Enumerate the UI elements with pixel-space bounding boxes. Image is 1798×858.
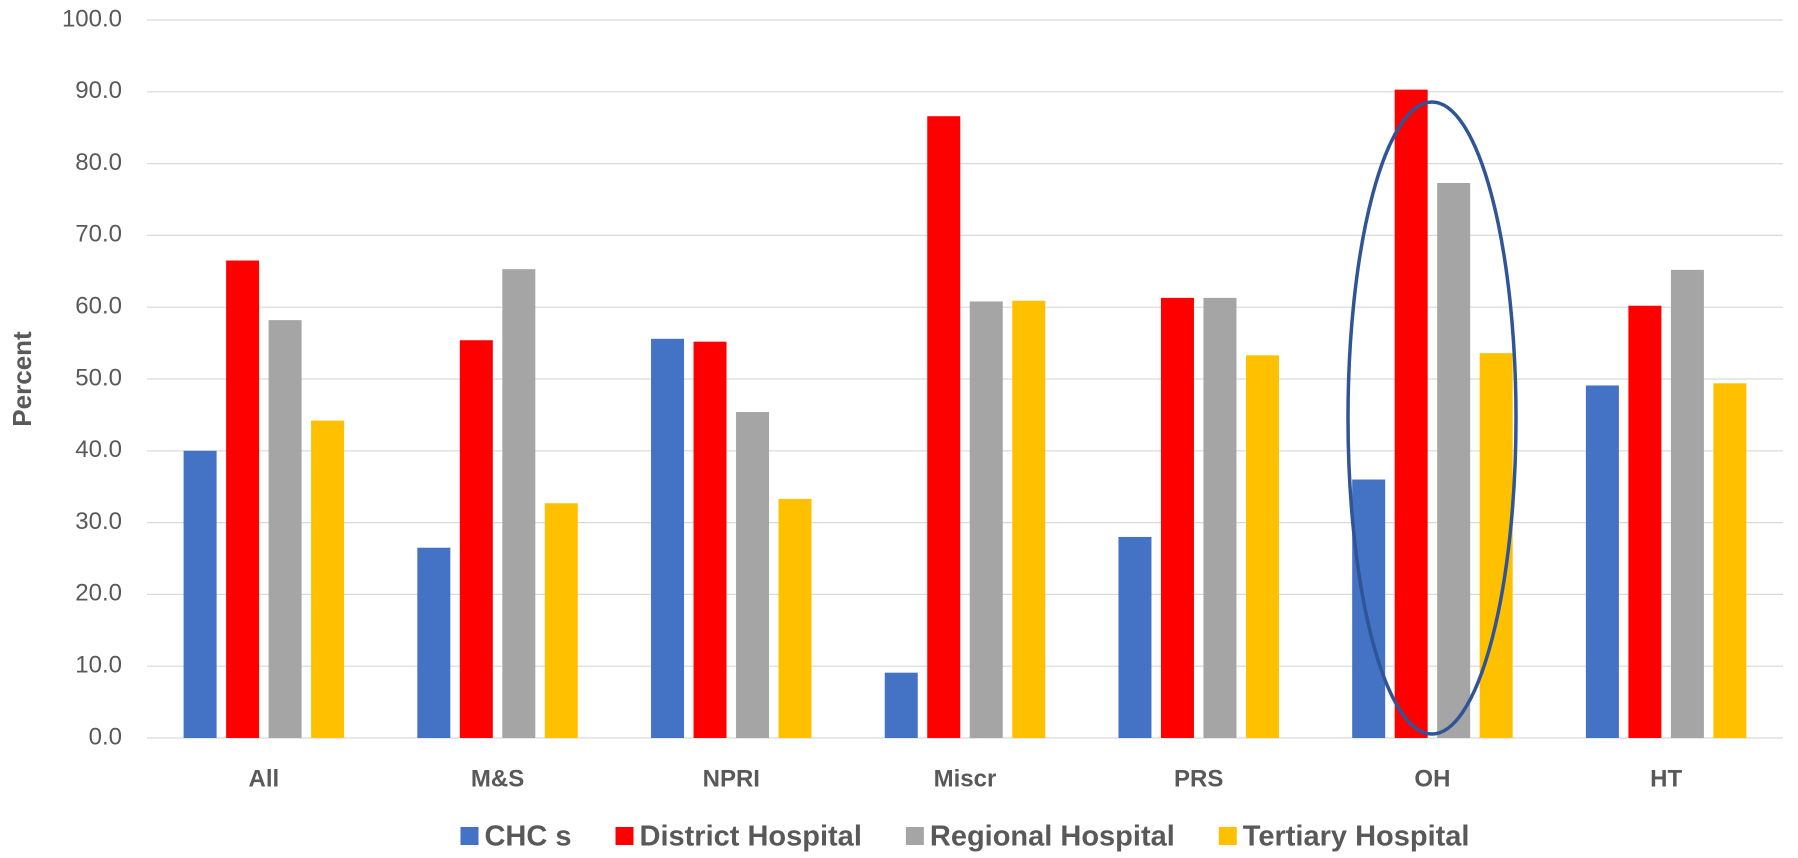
bar (1713, 383, 1747, 738)
legend-swatch (460, 827, 479, 845)
bar (268, 320, 302, 738)
bar (1628, 305, 1662, 738)
bar (1437, 182, 1471, 739)
x-tick-label: HT (1650, 765, 1682, 792)
y-tick-label: 10.0 (75, 652, 122, 679)
bar (1118, 536, 1152, 738)
y-tick-label: 50.0 (75, 364, 122, 391)
bar (1203, 297, 1237, 738)
bar (459, 340, 493, 738)
bar (226, 260, 260, 738)
bar (417, 547, 451, 738)
bar (1394, 89, 1428, 738)
y-tick-label: 80.0 (75, 149, 122, 176)
x-tick-label: NPRI (703, 765, 760, 792)
y-tick-label: 0.0 (89, 723, 122, 750)
bar (778, 498, 812, 738)
bar (693, 341, 727, 738)
bar (1245, 355, 1279, 738)
bar (1352, 479, 1386, 738)
bar (502, 269, 536, 738)
y-tick-label: 90.0 (75, 77, 122, 104)
bar (1670, 269, 1704, 738)
y-tick-label: 30.0 (75, 508, 122, 535)
y-tick-label: 60.0 (75, 293, 122, 320)
y-axis-label: Percent (7, 331, 37, 427)
legend-label: Tertiary Hospital (1243, 821, 1470, 853)
bar (969, 301, 1003, 738)
x-tick-label: M&S (471, 765, 524, 792)
x-tick-label: All (249, 765, 280, 792)
y-tick-label: 100.0 (62, 5, 122, 32)
legend-label: District Hospital (640, 821, 862, 853)
legend-swatch (1218, 827, 1237, 845)
x-tick-label: OH (1414, 765, 1450, 792)
y-tick-label: 20.0 (75, 580, 122, 607)
legend-label: CHC s (484, 821, 571, 853)
bar (1585, 385, 1619, 738)
bar (927, 116, 961, 739)
bar (736, 412, 770, 738)
bar (1012, 300, 1046, 738)
legend-swatch (905, 827, 924, 845)
bar (884, 672, 918, 738)
y-tick-label: 70.0 (75, 221, 122, 248)
x-tick-label: Miscr (934, 765, 997, 792)
bar (544, 503, 578, 738)
legend-label: Regional Hospital (930, 821, 1175, 853)
x-tick-label: PRS (1174, 765, 1223, 792)
bar (651, 338, 685, 738)
bar (1160, 297, 1194, 738)
bar (311, 420, 345, 738)
highlight-ellipse (1346, 100, 1518, 736)
bar (183, 450, 217, 738)
legend-swatch (615, 827, 634, 845)
y-tick-label: 40.0 (75, 436, 122, 463)
